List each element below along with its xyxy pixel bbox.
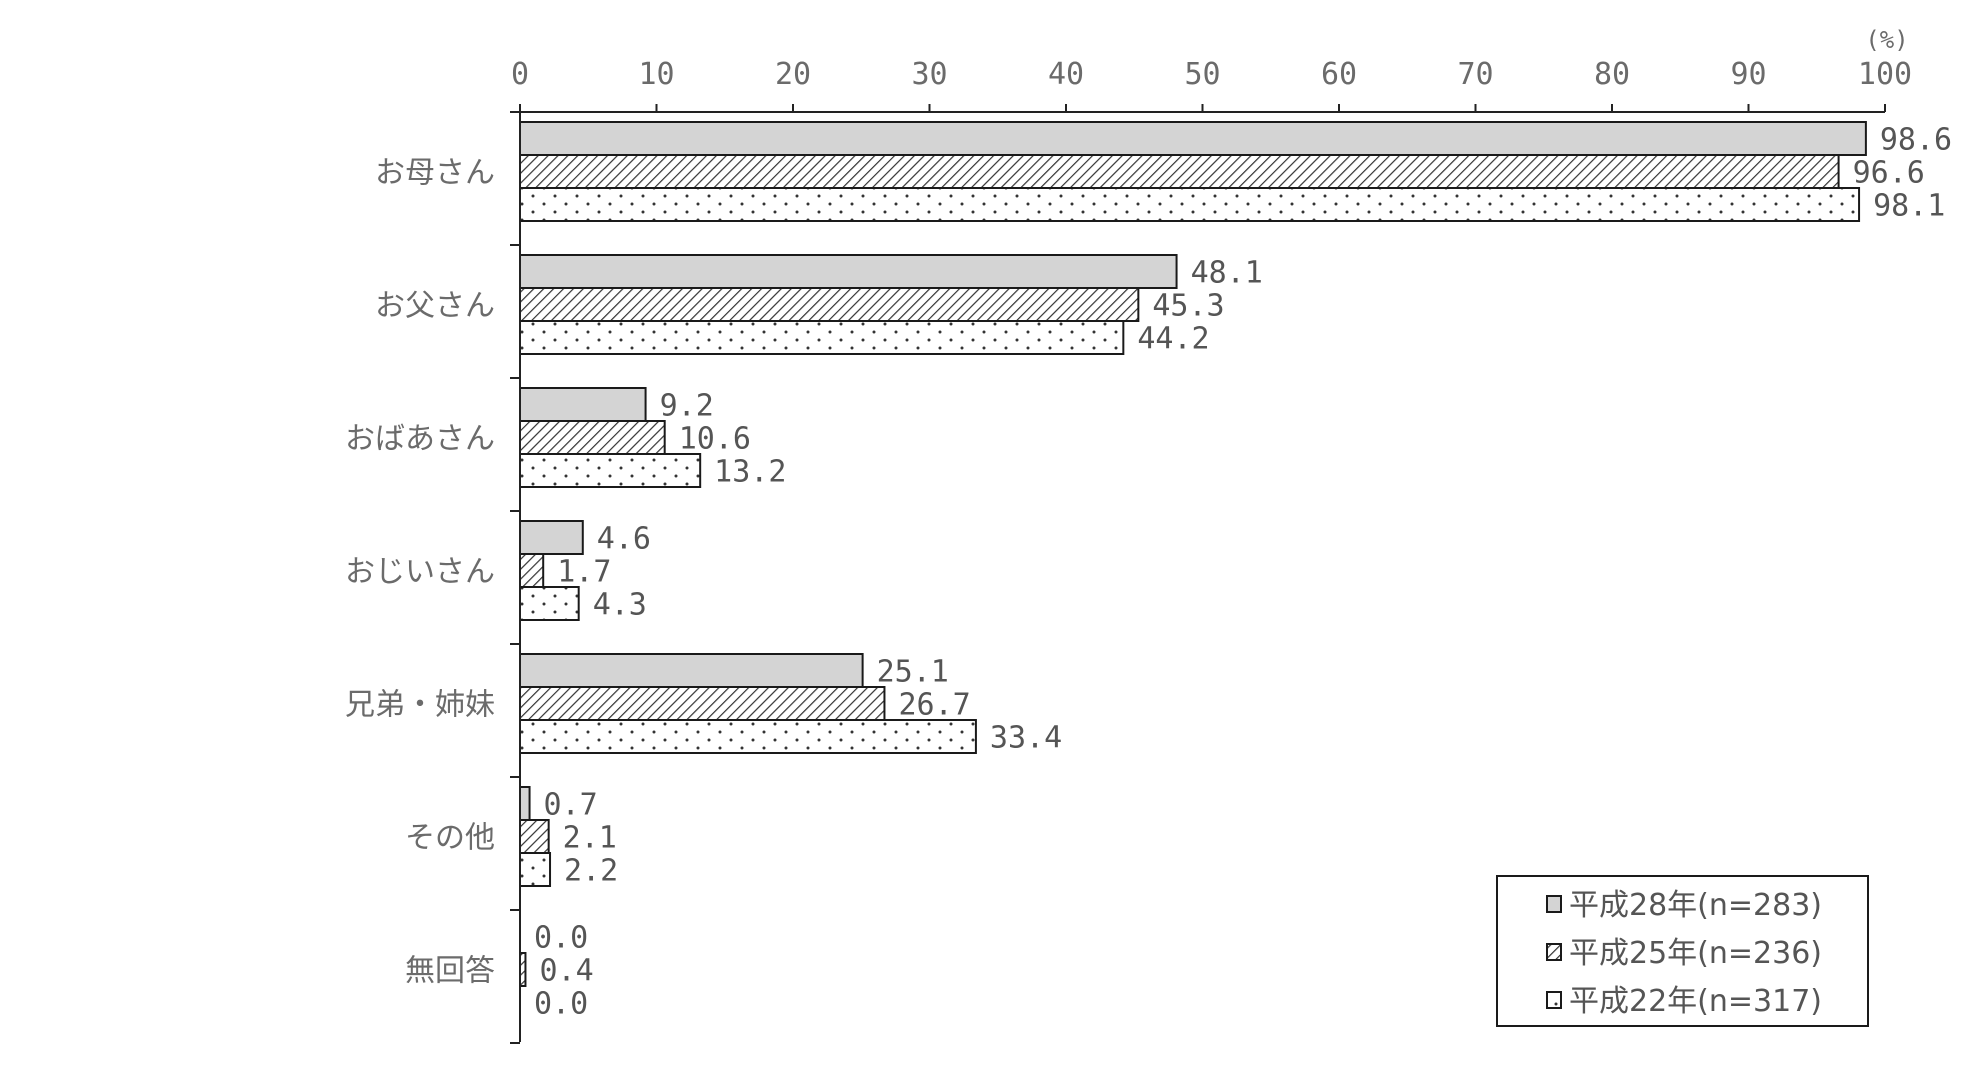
x-tick-label: 100 [1858,57,1912,92]
bar [519,420,666,455]
data-label: 0.4 [539,954,593,989]
x-tick-label: 50 [1184,57,1220,92]
x-tick-label: 40 [1048,57,1084,92]
data-label: 10.6 [679,422,751,457]
data-label: 4.6 [597,522,651,557]
data-label: 45.3 [1152,289,1224,324]
unit-label: (%) [1865,26,1908,54]
category-label: 兄弟・姉妹 [345,688,495,723]
data-label: 0.7 [544,788,598,823]
x-tick-label: 70 [1457,57,1493,92]
data-label: 9.2 [660,389,714,424]
bar [519,187,1861,222]
bar [519,719,977,754]
data-label: 98.6 [1880,123,1952,158]
legend-swatch [1546,943,1562,961]
data-label: 48.1 [1191,256,1263,291]
data-label: 44.2 [1137,322,1209,357]
legend: 平成28年(n=283) 平成25年(n=236) 平成22年(n=317) [1496,875,1869,1027]
bar [519,653,864,688]
data-label: 2.1 [563,821,617,856]
legend-swatch [1546,895,1562,913]
bar [519,586,580,621]
x-tick-label: 20 [775,57,811,92]
bar [519,520,584,555]
bar [519,154,1840,189]
x-tick-label: 60 [1321,57,1357,92]
data-label: 96.6 [1853,156,1925,191]
legend-entry: 平成28年(n=283) [1569,888,1822,923]
x-tick-label: 10 [638,57,674,92]
data-label: 33.4 [990,721,1062,756]
data-label: 4.3 [593,588,647,623]
legend-entry: 平成25年(n=236) [1569,936,1822,971]
data-label: 0.0 [534,987,588,1022]
data-label: 2.2 [564,854,618,889]
bar [519,686,886,721]
bar [519,254,1178,289]
x-tick-label: 80 [1594,57,1630,92]
bar [519,786,531,821]
data-label: 1.7 [557,555,611,590]
category-label: おばあさん [345,422,495,457]
category-label: おじいさん [345,555,495,590]
data-label: 25.1 [877,655,949,690]
x-tick-label: 0 [511,57,529,92]
x-tick-label: 90 [1730,57,1766,92]
x-tick-label: 30 [911,57,947,92]
bar [519,819,550,854]
bar [519,553,545,588]
category-label: お母さん [375,156,495,191]
data-label: 98.1 [1873,189,1945,224]
legend-entry: 平成22年(n=317) [1569,984,1822,1019]
category-label: お父さん [375,289,495,324]
legend-swatch [1546,991,1562,1009]
data-label: 0.0 [534,921,588,956]
data-label: 13.2 [714,455,786,490]
bar [519,453,702,488]
bar [519,287,1140,322]
bar [519,387,647,422]
x-axis: 0 10 20 30 40 50 60 70 80 90 100 (%) [511,26,1912,113]
bar [519,121,1867,156]
bar [519,320,1125,355]
data-label: 26.7 [898,688,970,723]
category-label: 無回答 [405,954,495,989]
category-label: その他 [405,821,495,856]
bar [519,852,552,887]
bars: 98.6 48.1 9.2 4.6 25.1 0.7 0.0 96.6 45.3 10.6 1.7 2… [519,121,1952,1022]
